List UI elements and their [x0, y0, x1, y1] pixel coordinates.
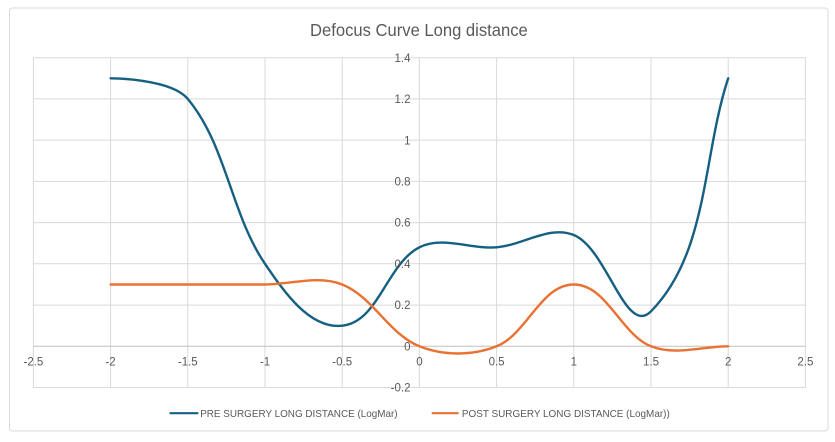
- svg-text:0: 0: [404, 341, 410, 353]
- svg-text:0.8: 0.8: [395, 177, 411, 189]
- svg-text:1.4: 1.4: [395, 53, 412, 65]
- svg-text:1.5: 1.5: [643, 357, 659, 369]
- svg-text:PRE SURGERY LONG DISTANCE (Log: PRE SURGERY LONG DISTANCE (LogMar): [200, 408, 397, 420]
- svg-text:1: 1: [571, 357, 577, 369]
- svg-text:1: 1: [404, 135, 410, 147]
- svg-text:POST SURGERY LONG DISTANCE (Lo: POST SURGERY LONG DISTANCE (LogMar)): [462, 408, 670, 420]
- svg-text:0: 0: [416, 357, 422, 369]
- svg-text:1.2: 1.2: [395, 94, 411, 106]
- svg-text:2.5: 2.5: [797, 357, 813, 369]
- svg-text:0.5: 0.5: [489, 357, 505, 369]
- svg-text:-1: -1: [260, 357, 270, 369]
- svg-text:0.4: 0.4: [395, 259, 412, 271]
- svg-text:2: 2: [725, 357, 731, 369]
- svg-text:-0.2: -0.2: [391, 383, 411, 395]
- svg-text:-2.5: -2.5: [23, 357, 43, 369]
- svg-text:-0.5: -0.5: [332, 357, 352, 369]
- svg-text:0.6: 0.6: [395, 218, 411, 230]
- svg-text:Defocus Curve Long distance: Defocus Curve Long distance: [310, 20, 528, 40]
- svg-text:0.2: 0.2: [395, 300, 411, 312]
- svg-text:-2: -2: [105, 357, 115, 369]
- svg-text:-1.5: -1.5: [178, 357, 198, 369]
